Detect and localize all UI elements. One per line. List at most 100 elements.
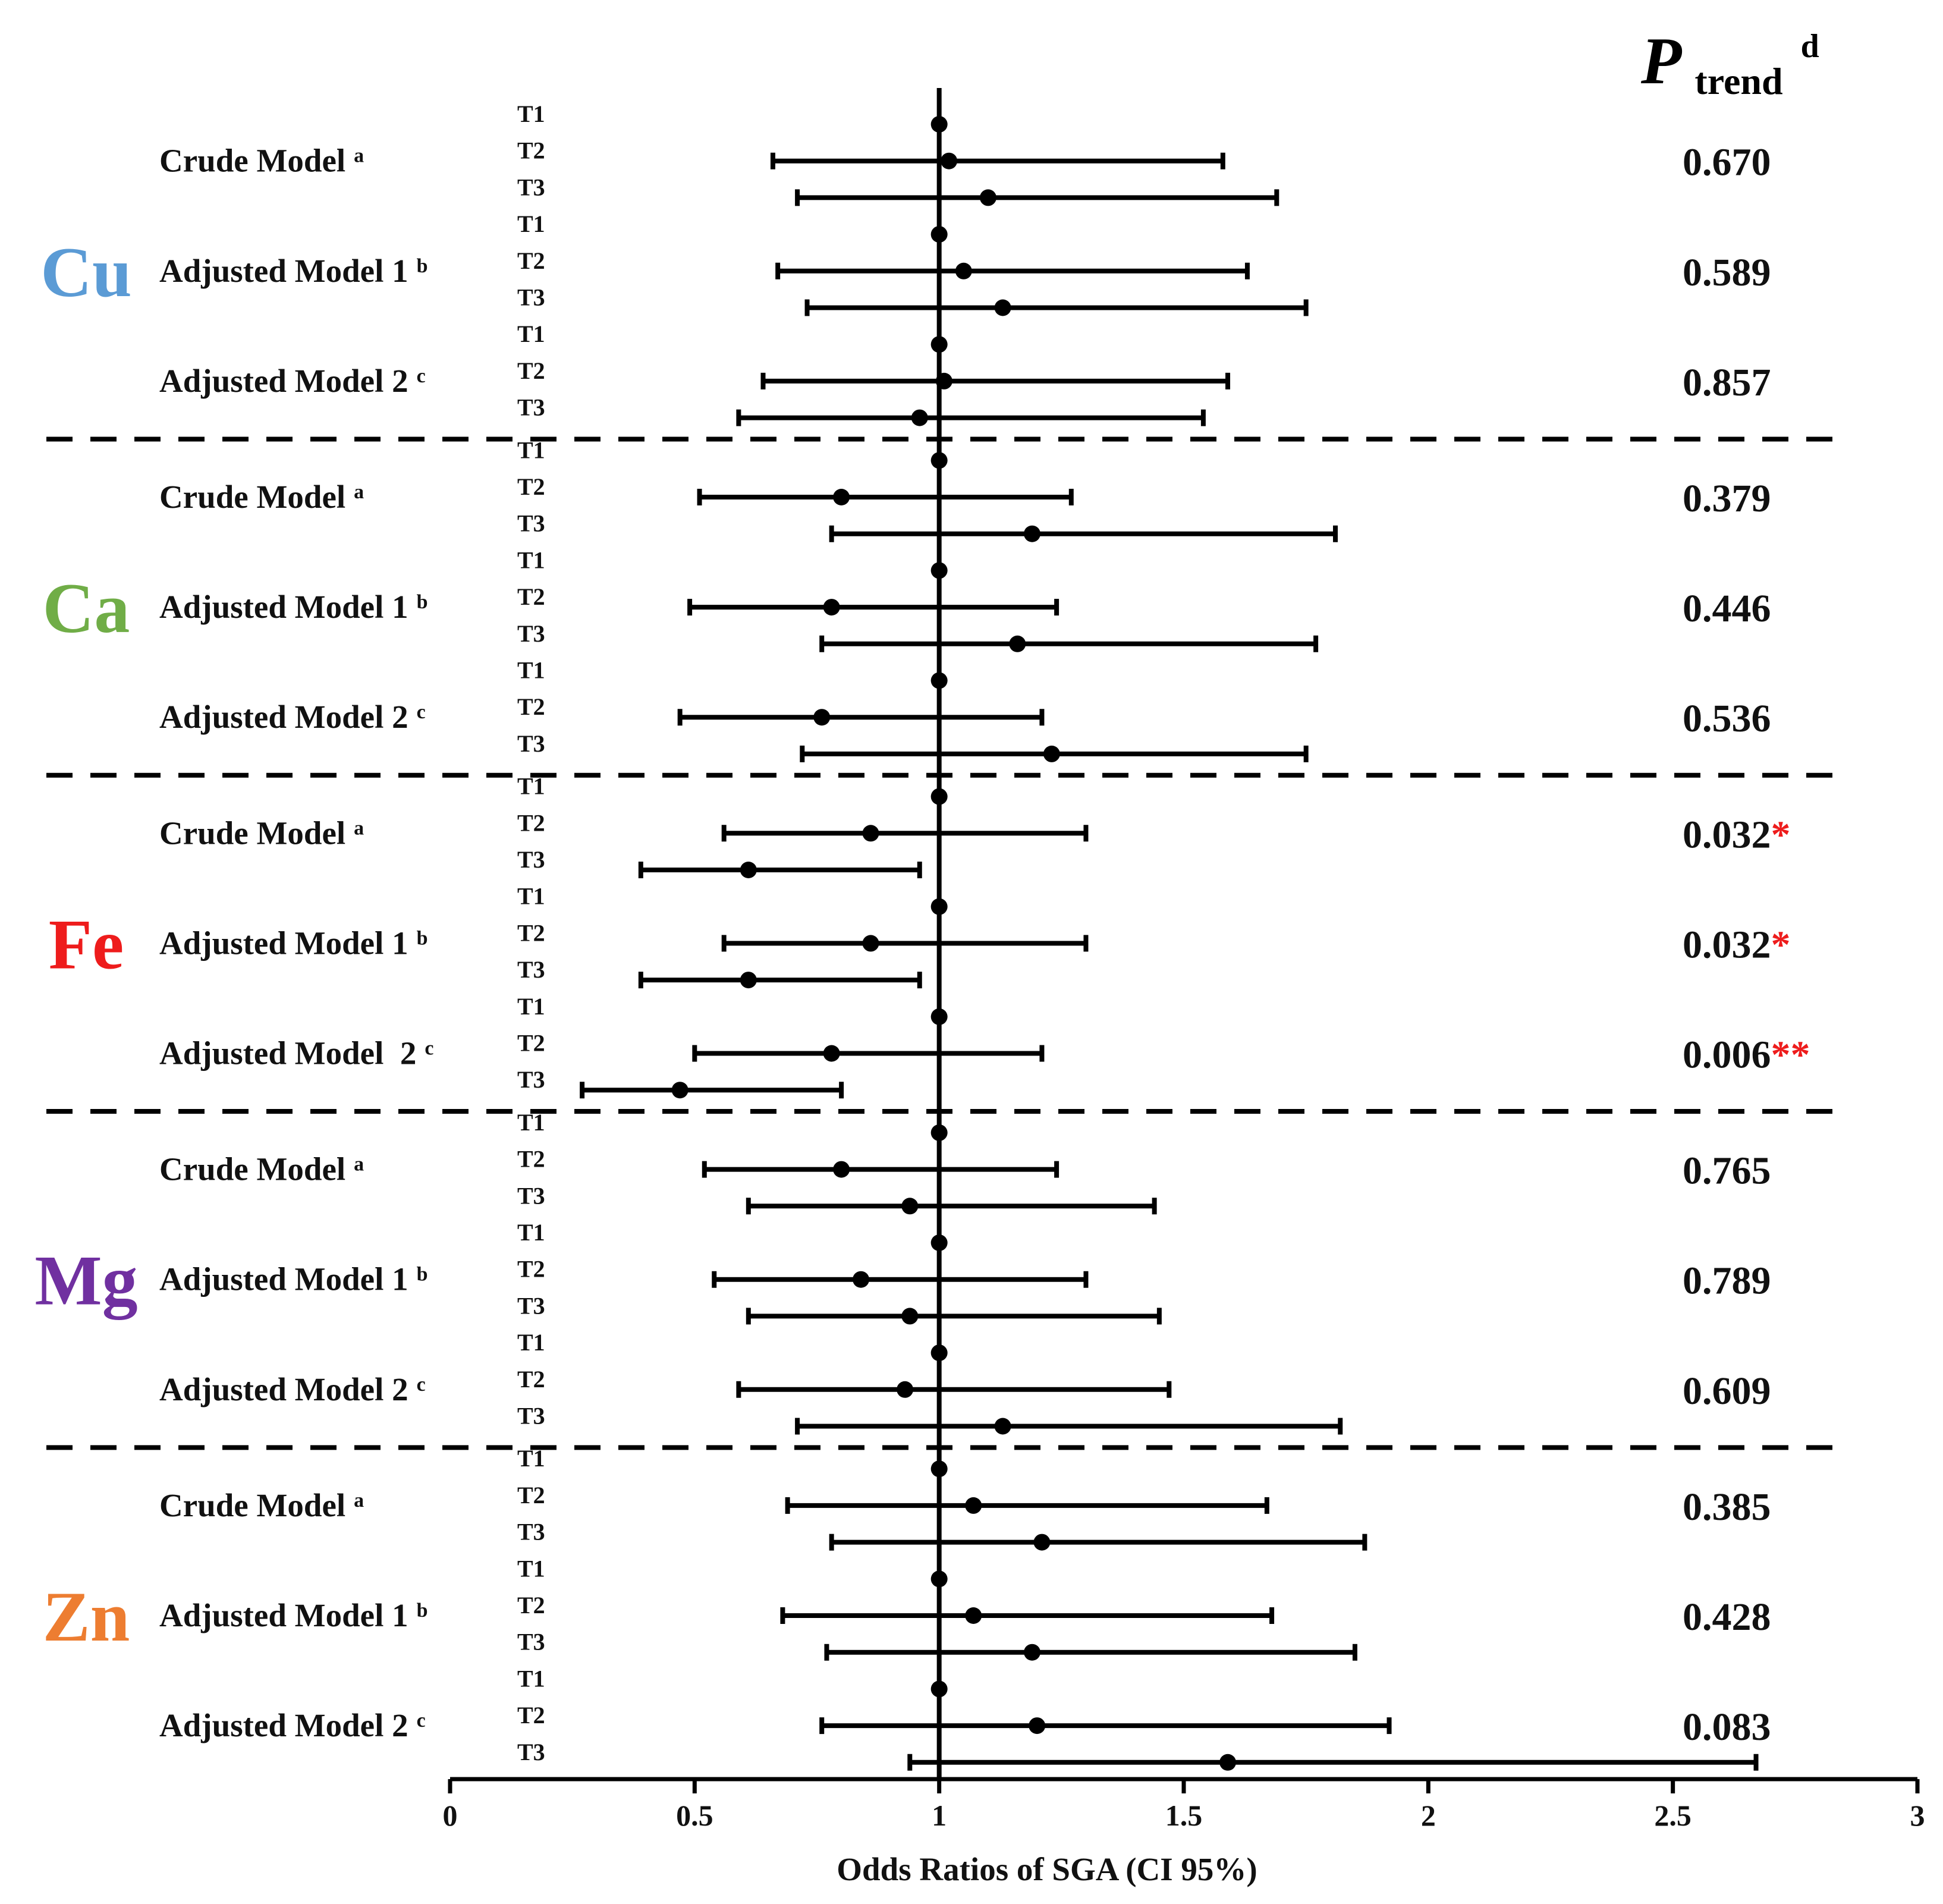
or-point	[930, 1570, 948, 1588]
tertile-label: T2	[517, 1146, 545, 1173]
model-label-text: Crude Model	[159, 479, 345, 515]
p-trend-number: 0.670	[1683, 141, 1771, 184]
or-point	[930, 788, 948, 805]
tertile-label: T2	[517, 1030, 545, 1057]
model-footnote-marker: c	[417, 1374, 426, 1396]
or-point	[862, 825, 879, 842]
model-label: Adjusted Model 1 b	[159, 925, 428, 961]
or-point	[994, 1418, 1011, 1435]
or-point	[833, 1161, 850, 1178]
p-trend-value: 0.857	[1683, 361, 1771, 404]
confidence-intervals	[580, 152, 1759, 1771]
or-point	[955, 262, 972, 279]
tertile-label: T1	[517, 436, 545, 463]
model-label-text: Crude Model	[159, 1487, 345, 1523]
p-trend-value: 0.670	[1683, 141, 1771, 184]
model-footnote-marker: c	[417, 701, 426, 723]
model-label-text: Adjusted Model 2	[159, 363, 408, 399]
model-label: Adjusted Model 2 c	[159, 1035, 433, 1072]
p-trend-value: 0.032*	[1683, 923, 1791, 966]
model-footnote-marker: b	[417, 1264, 428, 1286]
tertile-label: T1	[517, 773, 545, 800]
p-trend-number: 0.765	[1683, 1149, 1771, 1193]
tertile-label: T1	[517, 1445, 545, 1472]
p-trend-value: 0.006**	[1683, 1033, 1810, 1077]
x-tick-label: 1	[932, 1799, 947, 1832]
or-point	[897, 1381, 914, 1398]
or-point	[930, 1124, 948, 1141]
tertile-label: T2	[517, 247, 545, 274]
model-footnote-marker: a	[354, 1154, 364, 1176]
p-trend-column: 0.6700.5890.8570.3790.4460.5360.032*0.03…	[1640, 24, 1819, 1749]
tertile-label: T1	[517, 1555, 545, 1582]
tertile-label: T2	[517, 1256, 545, 1283]
p-trend-number: 0.379	[1683, 477, 1771, 520]
model-label: Adjusted Model 1 b	[159, 589, 428, 625]
significance-stars: **	[1771, 1033, 1810, 1077]
or-point	[833, 489, 850, 505]
model-label-text: Adjusted Model 1	[159, 1261, 408, 1297]
model-label-text: Adjusted Model 2	[159, 1035, 416, 1072]
element-label-fe: Fe	[49, 904, 124, 984]
or-point	[740, 862, 757, 878]
model-label: Adjusted Model 2 c	[159, 1371, 426, 1407]
tertile-label: T3	[517, 510, 545, 537]
element-label-ca: Ca	[43, 568, 130, 648]
p-trend-number: 0.536	[1683, 697, 1771, 740]
tertile-label: T3	[517, 1403, 545, 1429]
p-trend-value: 0.609	[1683, 1369, 1771, 1413]
x-tick-label: 0.5	[676, 1799, 713, 1832]
tertile-label: T2	[517, 1366, 545, 1393]
model-footnote-marker: a	[354, 817, 364, 839]
odds-ratio-points	[671, 116, 1237, 1771]
x-tick-label: 0	[443, 1799, 458, 1832]
tertile-label: T1	[517, 883, 545, 910]
element-label-cu: Cu	[40, 232, 131, 312]
tertile-label: T2	[517, 583, 545, 610]
p-trend-number: 0.385	[1683, 1485, 1771, 1529]
model-footnote-marker: b	[417, 1600, 428, 1622]
model-label-text: Adjusted Model 1	[159, 253, 408, 289]
tertile-label: T1	[517, 546, 545, 573]
tertile-label: T2	[517, 357, 545, 384]
tertile-label: T2	[517, 919, 545, 946]
tertile-label: T2	[517, 1592, 545, 1619]
p-trend-number: 0.083	[1683, 1705, 1771, 1749]
model-label: Adjusted Model 2 c	[159, 363, 426, 399]
p-trend-number: 0.428	[1683, 1595, 1771, 1639]
tertile-label: T3	[517, 1066, 545, 1093]
or-point	[965, 1607, 982, 1624]
model-footnote-marker: c	[417, 365, 426, 387]
or-point	[740, 972, 757, 989]
or-point	[813, 709, 831, 726]
p-trend-number: 0.789	[1683, 1259, 1771, 1303]
p-trend-number: 0.032	[1683, 923, 1771, 966]
tertile-label: T3	[517, 956, 545, 983]
or-point	[1023, 525, 1040, 542]
significance-stars: *	[1771, 923, 1791, 966]
tertile-label: T3	[517, 846, 545, 873]
or-point	[930, 1680, 948, 1698]
x-axis: 0 0.5 1 1.5 2 2.5 3 Odds Ratios of SGA (CI 95%)	[443, 1777, 1925, 1887]
model-footnote-marker: a	[354, 481, 364, 503]
p-trend-header-superscript: d	[1801, 28, 1819, 65]
tertile-label: T3	[517, 1182, 545, 1209]
or-point	[930, 898, 948, 915]
model-label: Crude Model a	[159, 143, 364, 179]
element-label-mg: Mg	[34, 1241, 137, 1321]
p-trend-number: 0.857	[1683, 361, 1771, 404]
or-point	[941, 152, 958, 169]
element-label-zn: Zn	[43, 1577, 130, 1656]
group-dividers	[46, 436, 1849, 1450]
or-point	[935, 372, 952, 389]
p-trend-value: 0.032*	[1683, 813, 1791, 856]
or-point	[671, 1082, 688, 1099]
model-label-text: Adjusted Model 1	[159, 589, 408, 625]
tertile-label: T1	[517, 657, 545, 684]
p-trend-value: 0.765	[1683, 1149, 1771, 1193]
tertile-label: T3	[517, 730, 545, 757]
p-trend-value: 0.385	[1683, 1485, 1771, 1529]
p-trend-value: 0.446	[1683, 587, 1771, 630]
p-trend-number: 0.609	[1683, 1369, 1771, 1413]
